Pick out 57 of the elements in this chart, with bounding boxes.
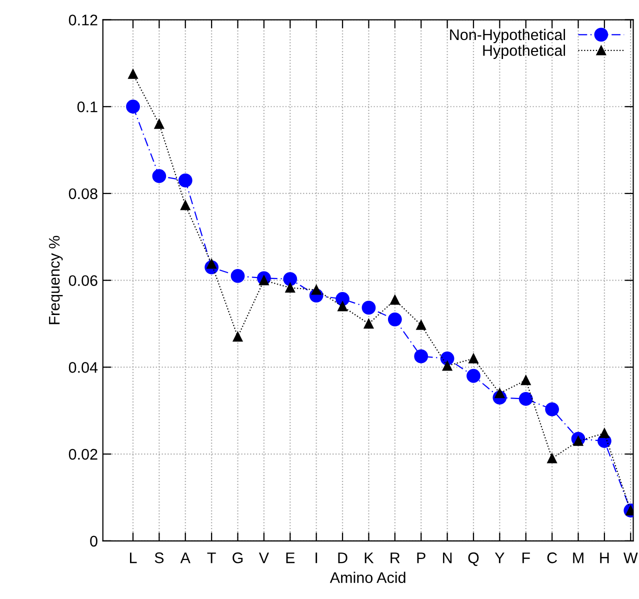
point: [521, 375, 531, 386]
x-tick-label: P: [417, 552, 426, 564]
x-axis-title: Amino Acid: [330, 572, 406, 584]
point: [285, 282, 296, 293]
y-tick-label: 0.12: [68, 14, 98, 26]
point: [362, 300, 376, 315]
y-tick-label: 0: [90, 536, 98, 547]
point: [600, 428, 610, 438]
x-tick-label: Y: [494, 552, 504, 564]
x-tick-label: N: [443, 552, 452, 564]
point: [180, 200, 190, 210]
point: [468, 354, 478, 364]
point: [364, 318, 374, 329]
point: [128, 69, 138, 79]
x-tick-label: K: [364, 552, 374, 564]
point: [518, 392, 533, 406]
x-tick-label: C: [547, 552, 557, 564]
point: [416, 320, 426, 330]
x-tick-label: G: [232, 552, 243, 564]
point: [154, 119, 164, 129]
point: [338, 302, 348, 312]
x-tick-label: F: [522, 552, 530, 564]
x-tick-label: L: [130, 552, 137, 564]
x-tick-label: Q: [468, 552, 479, 566]
point: [311, 285, 322, 295]
y-tick-label: 0.08: [68, 188, 98, 200]
y-tick-label: 0.1: [77, 101, 98, 112]
x-tick-label: A: [180, 552, 190, 564]
y-tick-label: 0.04: [68, 362, 98, 373]
point: [152, 169, 166, 184]
x-tick-label: E: [286, 552, 295, 564]
point: [230, 269, 245, 283]
point: [388, 312, 402, 326]
legend-label: Non-Hypothetical: [450, 28, 566, 44]
legend-label: Hypothetical: [483, 44, 566, 59]
x-tick-label: D: [338, 552, 348, 564]
point: [126, 100, 140, 114]
point: [414, 349, 428, 364]
x-tick-label: V: [258, 552, 269, 564]
point: [547, 454, 557, 464]
point: [390, 295, 400, 305]
x-tick-label: S: [154, 552, 164, 564]
y-axis-title: Frequency %: [48, 236, 63, 324]
point: [545, 402, 559, 416]
point: [232, 332, 243, 342]
x-tick-label: I: [316, 552, 318, 564]
point: [178, 174, 192, 188]
y-tick-label: 0.06: [68, 275, 98, 286]
point: [466, 368, 480, 383]
x-tick-label: M: [573, 552, 584, 564]
x-tick-label: W: [623, 552, 638, 564]
point: [283, 272, 298, 286]
y-tick-label: 0.02: [68, 448, 98, 460]
x-tick-label: H: [600, 552, 609, 564]
x-tick-label: R: [390, 552, 400, 564]
point: [442, 361, 452, 371]
x-tick-label: T: [207, 552, 216, 564]
